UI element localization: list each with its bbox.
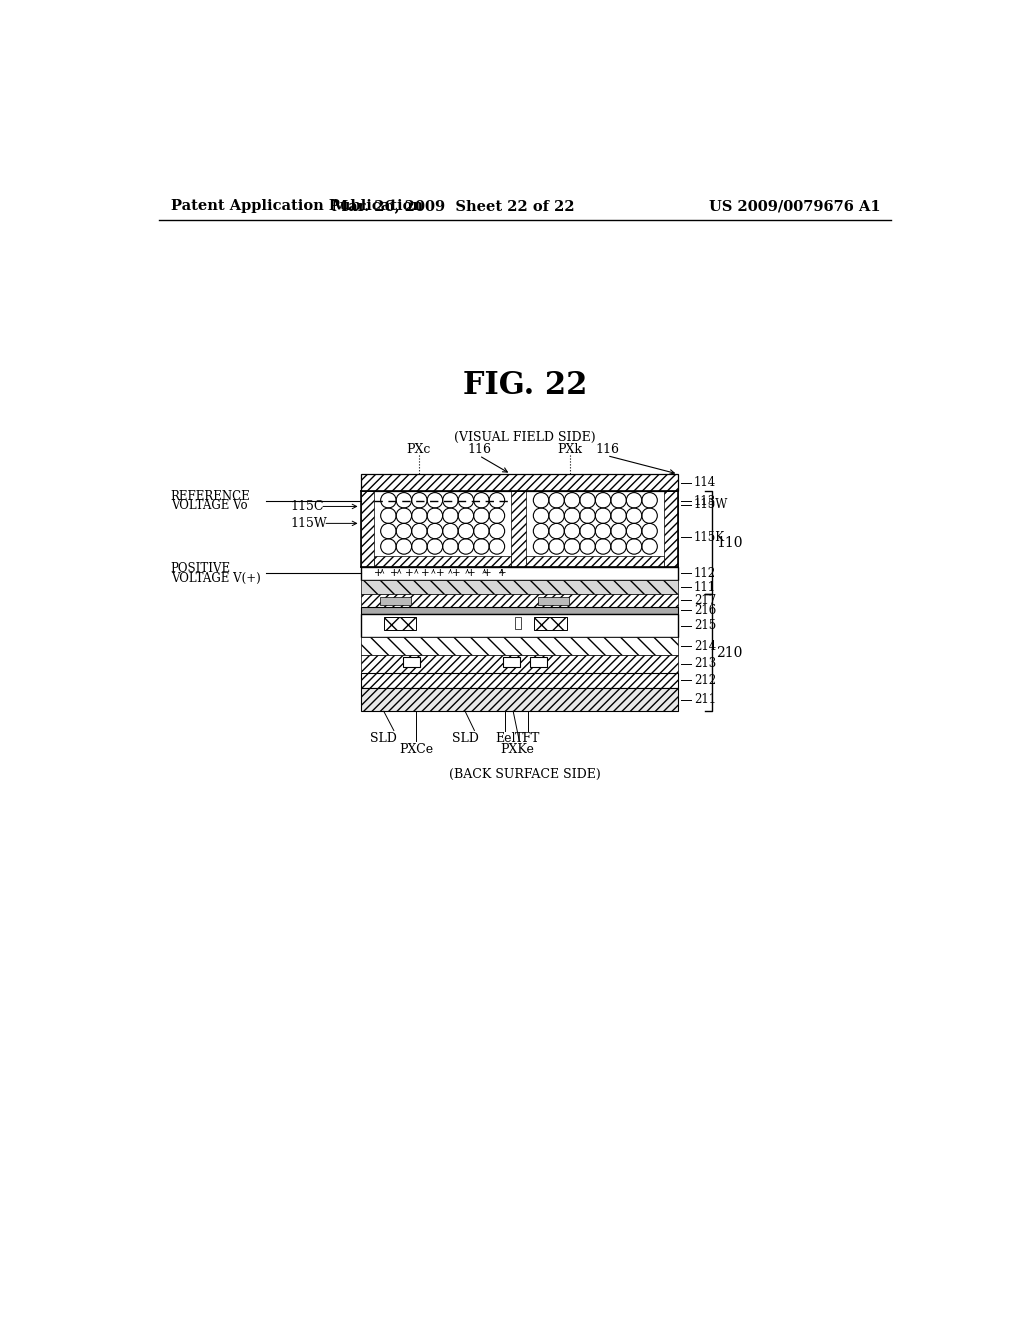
Bar <box>360 673 678 688</box>
Bar <box>360 491 375 566</box>
Text: SLD: SLD <box>452 733 478 744</box>
Text: POSITIVE: POSITIVE <box>171 562 230 576</box>
Text: 110: 110 <box>716 536 742 549</box>
Bar <box>538 597 569 605</box>
Text: SLD: SLD <box>371 733 397 744</box>
Text: (BACK SURFACE SIDE): (BACK SURFACE SIDE) <box>449 768 601 781</box>
Text: 115C: 115C <box>291 500 325 513</box>
Bar <box>360 581 678 594</box>
Text: 115K: 115K <box>693 531 725 544</box>
Bar <box>380 597 411 605</box>
Text: PXc: PXc <box>407 444 431 455</box>
Text: REFERENCE: REFERENCE <box>171 490 251 503</box>
Text: 210: 210 <box>716 645 742 660</box>
Text: PXCe: PXCe <box>399 743 433 756</box>
Text: TFT: TFT <box>515 733 541 744</box>
Text: 212: 212 <box>693 675 716 686</box>
Text: 116: 116 <box>467 444 492 455</box>
Text: +: + <box>452 569 460 578</box>
Bar <box>360 474 678 491</box>
Text: US 2009/0079676 A1: US 2009/0079676 A1 <box>710 199 881 213</box>
Text: +: + <box>482 569 492 578</box>
Bar <box>526 556 665 566</box>
Bar <box>360 655 678 673</box>
Text: 111: 111 <box>693 581 716 594</box>
Text: 211: 211 <box>693 693 716 706</box>
Text: (VISUAL FIELD SIDE): (VISUAL FIELD SIDE) <box>454 430 596 444</box>
Bar <box>360 566 678 581</box>
Text: 113: 113 <box>693 495 716 508</box>
Text: Patent Application Publication: Patent Application Publication <box>171 199 423 213</box>
Text: Eel: Eel <box>496 733 516 744</box>
Text: VOLTAGE Vo: VOLTAGE Vo <box>171 499 247 512</box>
Text: 213: 213 <box>693 657 716 671</box>
Text: PXKe: PXKe <box>500 743 534 756</box>
Text: +: + <box>374 569 383 578</box>
Text: 116: 116 <box>595 444 618 455</box>
Text: 214: 214 <box>693 640 716 652</box>
Bar <box>503 657 520 667</box>
Bar <box>360 688 678 711</box>
Text: PXk: PXk <box>557 444 583 455</box>
Bar <box>360 594 678 607</box>
Bar <box>384 616 417 631</box>
Text: +: + <box>436 569 444 578</box>
Bar <box>360 607 678 614</box>
Bar <box>535 616 566 631</box>
Bar <box>360 638 678 655</box>
Bar <box>360 614 678 638</box>
Bar <box>665 491 678 566</box>
Text: 115W: 115W <box>291 517 328 529</box>
Text: 217: 217 <box>693 594 716 607</box>
Bar <box>530 657 547 667</box>
Text: +: + <box>389 569 398 578</box>
Bar <box>511 491 526 566</box>
Text: FIG. 22: FIG. 22 <box>463 370 587 401</box>
Bar <box>515 616 521 628</box>
Text: 216: 216 <box>693 603 716 616</box>
Text: 115W: 115W <box>693 499 728 511</box>
Text: +: + <box>498 569 507 578</box>
Text: VOLTAGE V(+): VOLTAGE V(+) <box>171 572 260 585</box>
Text: 215: 215 <box>693 619 716 632</box>
Text: +: + <box>467 569 475 578</box>
Bar <box>375 556 511 566</box>
Bar <box>403 657 420 667</box>
Text: +: + <box>406 569 414 578</box>
Text: Mar. 26, 2009  Sheet 22 of 22: Mar. 26, 2009 Sheet 22 of 22 <box>332 199 574 213</box>
Text: 114: 114 <box>693 477 716 490</box>
Text: 112: 112 <box>693 566 716 579</box>
Text: +: + <box>421 569 429 578</box>
